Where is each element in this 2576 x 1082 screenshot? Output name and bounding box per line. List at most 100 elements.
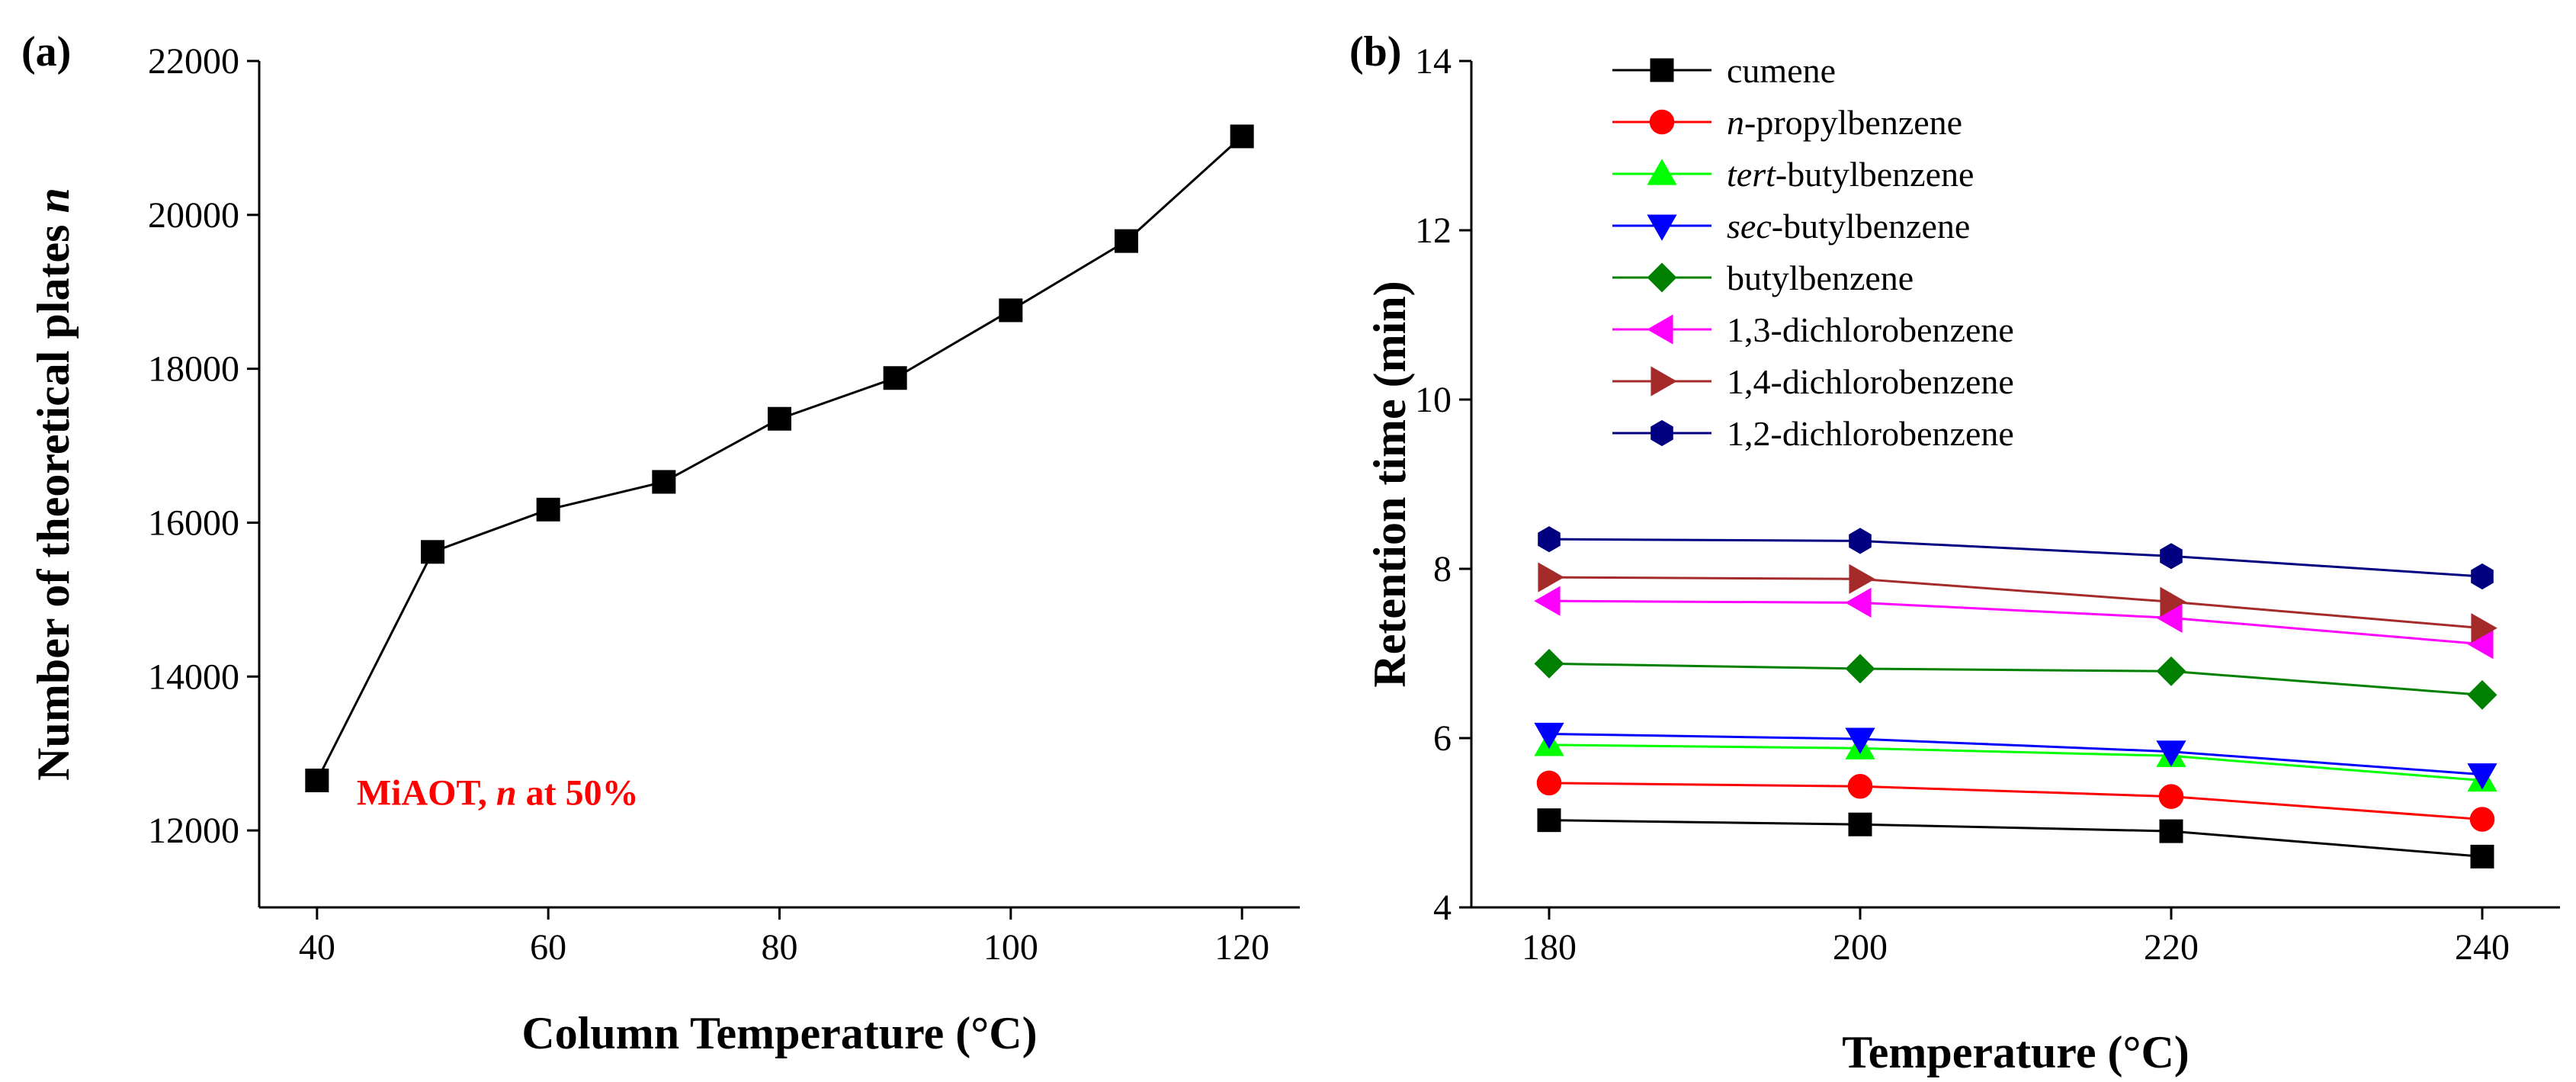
x-tick-label: 120 xyxy=(1214,927,1269,968)
x-tick-label: 100 xyxy=(983,927,1038,968)
legend-label-text: butylbenzene xyxy=(1727,258,1914,297)
legend-marker xyxy=(1647,314,1673,345)
legend-label-italic: tert xyxy=(1727,155,1776,194)
y-tick-label: 8 xyxy=(1433,549,1452,589)
legend-label-text: 1,2-dichlorobenzene xyxy=(1727,414,2014,453)
legend-label: cumene xyxy=(1727,51,1836,90)
legend-marker xyxy=(1647,159,1677,185)
data-point xyxy=(536,497,560,522)
legend-entry: cumene xyxy=(1612,51,1836,90)
legend-label-text: 1,4-dichlorobenzene xyxy=(1727,362,2014,401)
series-line xyxy=(1548,819,2483,858)
data-point xyxy=(1115,229,1138,253)
y-axis-title: Number of theoretical plates n xyxy=(28,188,79,781)
data-point xyxy=(2471,563,2494,590)
data-point xyxy=(1538,562,1564,592)
y-axis-title-italic: n xyxy=(28,188,79,213)
series-line xyxy=(1548,732,2483,776)
data-point xyxy=(2470,844,2494,868)
data-point xyxy=(1534,722,1564,750)
legend-label-text: 1,3-dichlorobenzene xyxy=(1727,310,2014,349)
data-point xyxy=(1537,808,1561,833)
series-line xyxy=(1548,743,2483,782)
legend-marker xyxy=(1647,214,1677,241)
legend-label: 1,2-dichlorobenzene xyxy=(1727,414,2014,453)
legend-label-italic: sec xyxy=(1727,207,1772,246)
data-point xyxy=(1845,727,1875,754)
legend-label-text: -propylbenzene xyxy=(1744,103,1962,142)
y-tick-label: 22000 xyxy=(148,41,239,82)
y-tick-label: 10 xyxy=(1415,380,1452,420)
y-tick-label: 20000 xyxy=(148,195,239,236)
y-tick-label: 6 xyxy=(1433,718,1452,759)
data-point xyxy=(2156,656,2186,686)
data-point xyxy=(421,540,444,564)
panel-label: (a) xyxy=(21,28,71,75)
x-tick-label: 60 xyxy=(530,927,566,968)
panel-label: (b) xyxy=(1349,28,1401,75)
annotation-prefix: MiAOT, xyxy=(357,773,496,814)
y-tick-label: 14000 xyxy=(148,657,239,697)
data-point xyxy=(652,470,676,494)
data-point xyxy=(2467,763,2497,790)
y-tick-label: 18000 xyxy=(148,349,239,390)
data-point xyxy=(1538,526,1561,553)
y-tick-label: 12 xyxy=(1415,210,1452,251)
data-point xyxy=(2159,819,2183,843)
series-line xyxy=(1548,538,2483,578)
data-point xyxy=(1847,774,1873,799)
series-1-2-dichlorobenzene xyxy=(1538,526,2494,590)
y-tick-label: 12000 xyxy=(148,811,239,851)
series-line xyxy=(1548,662,2483,696)
x-tick-label: 220 xyxy=(2144,927,2199,968)
annotation-suffix: at 50% xyxy=(517,773,639,814)
data-point xyxy=(1536,770,1562,796)
data-point xyxy=(2471,613,2497,644)
legend-label: 1,4-dichlorobenzene xyxy=(1727,362,2014,401)
x-tick-label: 200 xyxy=(1833,927,1888,968)
y-axis-title: Retention time (min) xyxy=(1365,281,1415,687)
legend-marker xyxy=(1650,58,1674,82)
legend-label: tert-butylbenzene xyxy=(1727,155,1974,194)
x-tick-label: 40 xyxy=(299,927,335,968)
data-point xyxy=(1845,653,1875,684)
y-tick-label: 4 xyxy=(1433,888,1452,928)
series-n-propylbenzene xyxy=(1536,770,2495,832)
legend-entry: n-propylbenzene xyxy=(1612,103,1962,142)
y-tick-label: 14 xyxy=(1415,41,1452,82)
data-point xyxy=(1534,648,1564,679)
data-point xyxy=(1848,812,1872,836)
series-line-0 xyxy=(305,124,1254,792)
legend-entry: 1,2-dichlorobenzene xyxy=(1612,414,2014,453)
legend-entry: sec-butylbenzene xyxy=(1612,207,1970,246)
data-point xyxy=(2467,679,2497,710)
legend-marker xyxy=(1651,419,1673,447)
data-point xyxy=(1849,563,1875,594)
data-point xyxy=(2158,784,2184,809)
series-1-4-dichlorobenzene xyxy=(1538,562,2497,644)
series-line xyxy=(1548,782,2483,821)
series-sec-butylbenzene xyxy=(1534,722,2497,790)
legend-entry: 1,4-dichlorobenzene xyxy=(1612,362,2014,401)
legend-entry: tert-butylbenzene xyxy=(1612,155,1974,194)
data-point xyxy=(999,298,1023,323)
x-axis-title: Column Temperature (°C) xyxy=(521,1008,1037,1058)
chart-panel-a: 12000 14000 16000 18000 20000 22000 40 60 80 100 1… xyxy=(21,28,1300,1058)
x-tick-label: 240 xyxy=(2455,927,2510,968)
legend-label: sec-butylbenzene xyxy=(1727,207,1970,246)
legend-marker xyxy=(1647,262,1677,293)
data-point xyxy=(1845,587,1872,618)
legend-label-text: -butylbenzene xyxy=(1776,155,1975,194)
legend-label: 1,3-dichlorobenzene xyxy=(1727,310,2014,349)
legend-label: n-propylbenzene xyxy=(1727,103,1962,142)
series-cumene xyxy=(1537,808,2494,868)
x-axis-title: Temperature (°C) xyxy=(1842,1027,2189,1077)
legend-label-text: -butylbenzene xyxy=(1772,207,1971,246)
legend-marker xyxy=(1651,366,1677,397)
legend-label-text: cumene xyxy=(1727,51,1836,90)
annotation-text: MiAOT, n at 50% xyxy=(357,773,639,814)
legend-marker xyxy=(1649,109,1675,135)
data-point xyxy=(2160,586,2186,617)
chart-panel-b: 4 6 8 10 12 14 180 200 220 240 (b) Temperature (°C)… xyxy=(1349,28,2560,1077)
